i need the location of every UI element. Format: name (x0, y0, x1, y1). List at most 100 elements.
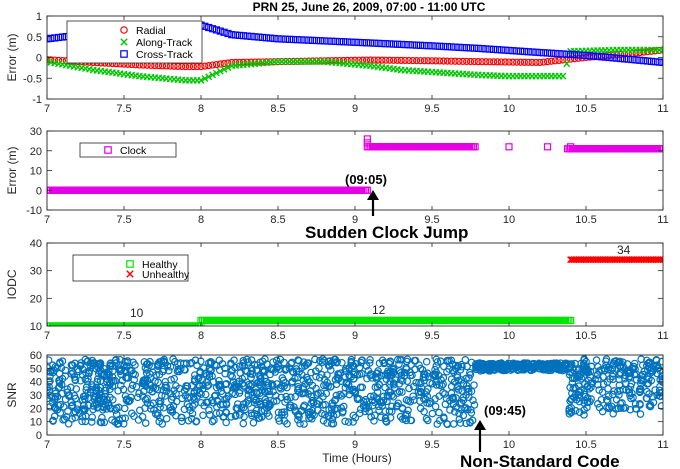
data-point (328, 415, 337, 424)
data-point (259, 33, 267, 42)
data-point (158, 420, 167, 428)
data-point (319, 401, 327, 409)
data-point (630, 359, 639, 368)
data-point (274, 362, 283, 370)
data-point (278, 381, 286, 390)
data-point (251, 396, 260, 405)
data-point (47, 356, 53, 364)
data-point (106, 359, 115, 368)
data-point (79, 392, 88, 401)
data-point (447, 57, 455, 65)
x-tick-label: 8 (198, 214, 204, 226)
data-point (559, 50, 567, 58)
data-point (372, 394, 381, 402)
data-point (55, 359, 64, 368)
data-point (470, 381, 478, 389)
data-point (324, 37, 332, 45)
data-point (101, 386, 109, 395)
data-point (201, 75, 209, 83)
data-point (347, 357, 356, 366)
data-point (373, 388, 382, 397)
data-point (546, 364, 555, 373)
data-point (463, 44, 471, 52)
data-point (558, 366, 567, 375)
data-point (565, 404, 574, 413)
data-point (174, 365, 182, 374)
data-point (393, 40, 401, 48)
data-point (593, 52, 602, 61)
data-point (540, 58, 548, 66)
data-point (401, 56, 409, 65)
data-point (205, 406, 213, 414)
data-point (278, 35, 286, 43)
data-point (411, 356, 420, 365)
data-point (604, 392, 613, 401)
data-point (459, 43, 467, 52)
data-point (312, 384, 320, 393)
data-point (435, 416, 444, 425)
data-point (656, 382, 663, 391)
data-point (610, 387, 619, 395)
data-point (255, 414, 264, 422)
legend-label: Clock (120, 145, 147, 157)
data-point (614, 358, 622, 367)
data-point (105, 371, 114, 380)
data-point (374, 56, 382, 64)
data-point (220, 59, 228, 68)
data-point (221, 395, 229, 404)
y-tick-label: 0 (36, 185, 42, 197)
data-point (122, 396, 131, 405)
data-point (580, 355, 588, 363)
panel-1: 7 7.5 8 8.5 9 9.5 10 10.5 11 -1 -0.5 0 0.5 1 Error (m)… (5, 11, 669, 115)
data-point (363, 135, 371, 143)
data-point (146, 401, 155, 409)
data-point (131, 370, 140, 379)
data-point (416, 41, 425, 49)
x-tick-label: 8 (198, 103, 204, 115)
data-point (563, 50, 571, 58)
data-point (568, 379, 577, 387)
data-point (51, 387, 60, 395)
data-point (393, 56, 401, 64)
data-point (61, 372, 70, 380)
y-tick-label: 50 (30, 363, 42, 375)
data-point (332, 391, 341, 400)
data-point (152, 371, 161, 379)
x-tick-label: 10.5 (575, 439, 596, 451)
data-point (608, 365, 617, 373)
data-point (564, 360, 572, 368)
data-point (283, 420, 291, 428)
data-point (422, 414, 431, 423)
data-point (559, 72, 567, 80)
legend-label: Unhealthy (142, 269, 190, 281)
data-point (547, 49, 555, 57)
data-point (323, 371, 331, 379)
y-tick-label: -10 (26, 205, 42, 217)
data-point (389, 56, 398, 64)
data-point (71, 375, 79, 384)
chart-title: PRN 25, June 26, 2009, 07:00 - 11:00 UTC (253, 0, 486, 14)
data-point (216, 27, 224, 35)
data-point (359, 56, 367, 64)
data-point (631, 400, 640, 408)
data-point (446, 406, 454, 414)
data-point (154, 378, 162, 387)
data-point (579, 359, 588, 368)
data-point (602, 396, 611, 404)
data-point (586, 52, 594, 60)
data-point (294, 356, 302, 364)
data-point (565, 410, 574, 418)
data-point (636, 56, 644, 64)
data-point (244, 396, 253, 404)
data-point (119, 419, 128, 428)
data-point (582, 51, 590, 60)
data-point (224, 59, 232, 67)
data-point (143, 394, 151, 403)
data-point (580, 411, 588, 419)
data-point (617, 54, 625, 63)
series-clock (47, 135, 663, 194)
data-point (58, 33, 67, 41)
data-point (47, 377, 54, 385)
data-point (125, 396, 134, 405)
legend-box (79, 142, 177, 158)
